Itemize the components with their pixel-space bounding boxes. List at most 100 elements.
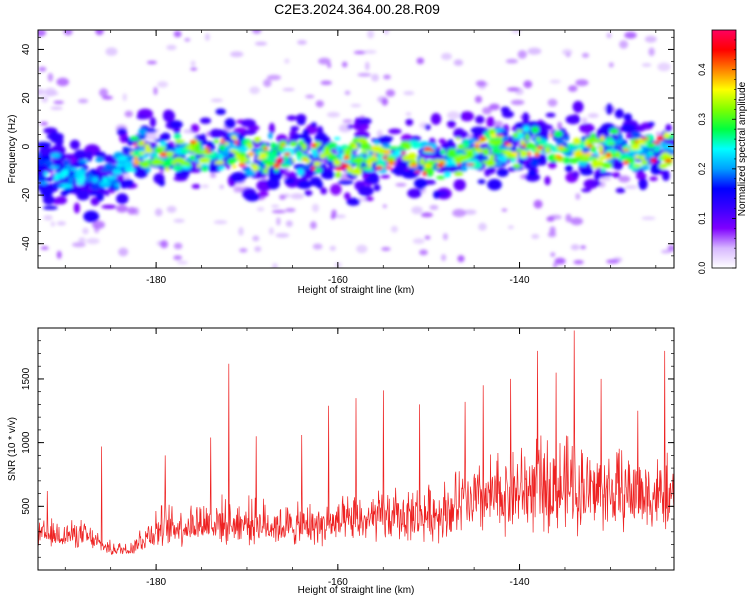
spectrogram-blob [377, 135, 392, 145]
spectrogram-blob [199, 117, 212, 124]
spectrogram-blob [141, 141, 146, 145]
spectrogram-blob [140, 153, 148, 159]
spectrogram-blob [606, 137, 613, 141]
spectrogram-blob [598, 145, 604, 153]
spectrogram-blob [607, 158, 614, 163]
spectrogram-blob [50, 152, 61, 158]
spectrogram-blob [529, 144, 538, 150]
spectrogram-blob [537, 145, 544, 150]
spectrogram-blob [375, 165, 383, 170]
spectrogram-blob [234, 140, 239, 145]
spectrogram-blob [268, 132, 273, 140]
spectrogram-blob [314, 168, 323, 173]
spectrogram-blob [444, 158, 455, 167]
spectrogram-blob [440, 149, 447, 155]
spectrogram-blob [624, 185, 638, 190]
spectrogram-blob [320, 187, 328, 195]
spectrogram-blob [316, 180, 323, 189]
colorbar: 0.0 0.1 0.2 0.3 0.4 Normalized spectral ampl… [697, 29, 748, 274]
spectrogram-blob [273, 163, 281, 169]
spectrogram-blob [414, 170, 420, 173]
spectrogram-blob [38, 88, 45, 96]
spectrogram-blob [276, 157, 283, 164]
spectrogram-blob [600, 177, 612, 181]
spectrogram-blob [42, 205, 58, 210]
spectrogram-blob [335, 167, 343, 171]
spectrogram-blob [83, 210, 100, 223]
spectrogram-blob [496, 168, 509, 177]
spectrogram-blob [601, 162, 613, 169]
spectrogram-blob [474, 141, 481, 145]
spectrogram-blob [624, 31, 637, 39]
spectrogram-blob [479, 136, 486, 141]
spectrogram-blob [310, 166, 316, 172]
spectrogram-blob [246, 142, 253, 150]
spectrogram-blob [47, 72, 54, 82]
spectrogram-blob [572, 137, 581, 145]
spectrogram-blob [271, 204, 280, 208]
spectrogram-blob [387, 146, 400, 150]
spectrogram-blob [239, 248, 248, 253]
spectrogram-blob [297, 180, 312, 189]
spectrogram-blob [238, 163, 246, 167]
spectrogram-blob [426, 160, 436, 166]
spectrogram-blob [410, 135, 422, 142]
spectrogram-blob [360, 150, 369, 154]
y-tick-label: -40 [21, 236, 32, 251]
spectrogram-blob [372, 152, 377, 159]
spectrogram-blob [587, 113, 599, 118]
y-tick-label: 500 [21, 498, 32, 515]
spectrogram-blob [371, 73, 380, 82]
spectrogram-blob [204, 159, 211, 163]
spectrogram-blob [95, 30, 104, 36]
spectrogram-blob [563, 151, 576, 157]
spectrogram-blob [641, 159, 648, 166]
spectrogram-blob [284, 178, 296, 184]
spectrogram-blob [365, 61, 370, 71]
spectrogram-blob [268, 227, 274, 235]
spectrogram-blob [297, 40, 307, 45]
spectrogram-blob [173, 255, 183, 261]
spectrogram-blob [579, 123, 595, 134]
spectrogram-blob [400, 151, 406, 155]
spectrogram-blob [204, 33, 210, 41]
spectrogram-blob [522, 125, 530, 133]
spectrogram-blob [291, 158, 296, 162]
spectrogram-blob [258, 191, 269, 197]
spectrogram-blob [44, 87, 57, 97]
snr-series-line [38, 330, 674, 556]
spectrogram-blob [471, 161, 483, 169]
spectrogram-blob [658, 163, 668, 169]
colorbar-tick-label: 0.4 [697, 63, 707, 76]
spectrogram-blob [329, 245, 336, 251]
spectrogram-blob [424, 164, 432, 168]
spectrogram-blob [342, 119, 353, 124]
spectrogram-blob [544, 176, 551, 186]
spectrogram-blob [648, 47, 655, 57]
spectrogram-blob [578, 156, 590, 160]
spectrogram-blob [270, 142, 276, 150]
spectrogram-blob [136, 114, 148, 120]
spectrogram-blob [199, 140, 210, 145]
spectrogram-blob [367, 172, 379, 183]
spectrogram-blob [88, 191, 99, 196]
spectrogram-blob [267, 74, 281, 81]
spectrogram-blob [127, 207, 137, 215]
spectrogram-blob [173, 218, 185, 223]
spectrogram-blob [296, 118, 306, 126]
spectrogram-blob [546, 216, 555, 222]
snr-xlabel: Height of straight line (km) [298, 585, 415, 596]
spectrogram-blob [358, 185, 374, 197]
spectrogram-blob [352, 143, 358, 150]
spectrogram-blob [377, 154, 386, 163]
spectrogram-blob [527, 47, 542, 55]
spectrogram-blob [190, 67, 198, 71]
spectrogram-blob [605, 152, 612, 157]
spectrogram-blob [438, 161, 446, 165]
spectrogram-blob [201, 184, 209, 188]
spectrogram-blob [310, 122, 317, 128]
spectrogram-blob [662, 170, 670, 181]
spectrogram-blob [606, 142, 616, 146]
spectrogram-blob [293, 163, 307, 171]
spectrogram-blob [177, 260, 188, 265]
